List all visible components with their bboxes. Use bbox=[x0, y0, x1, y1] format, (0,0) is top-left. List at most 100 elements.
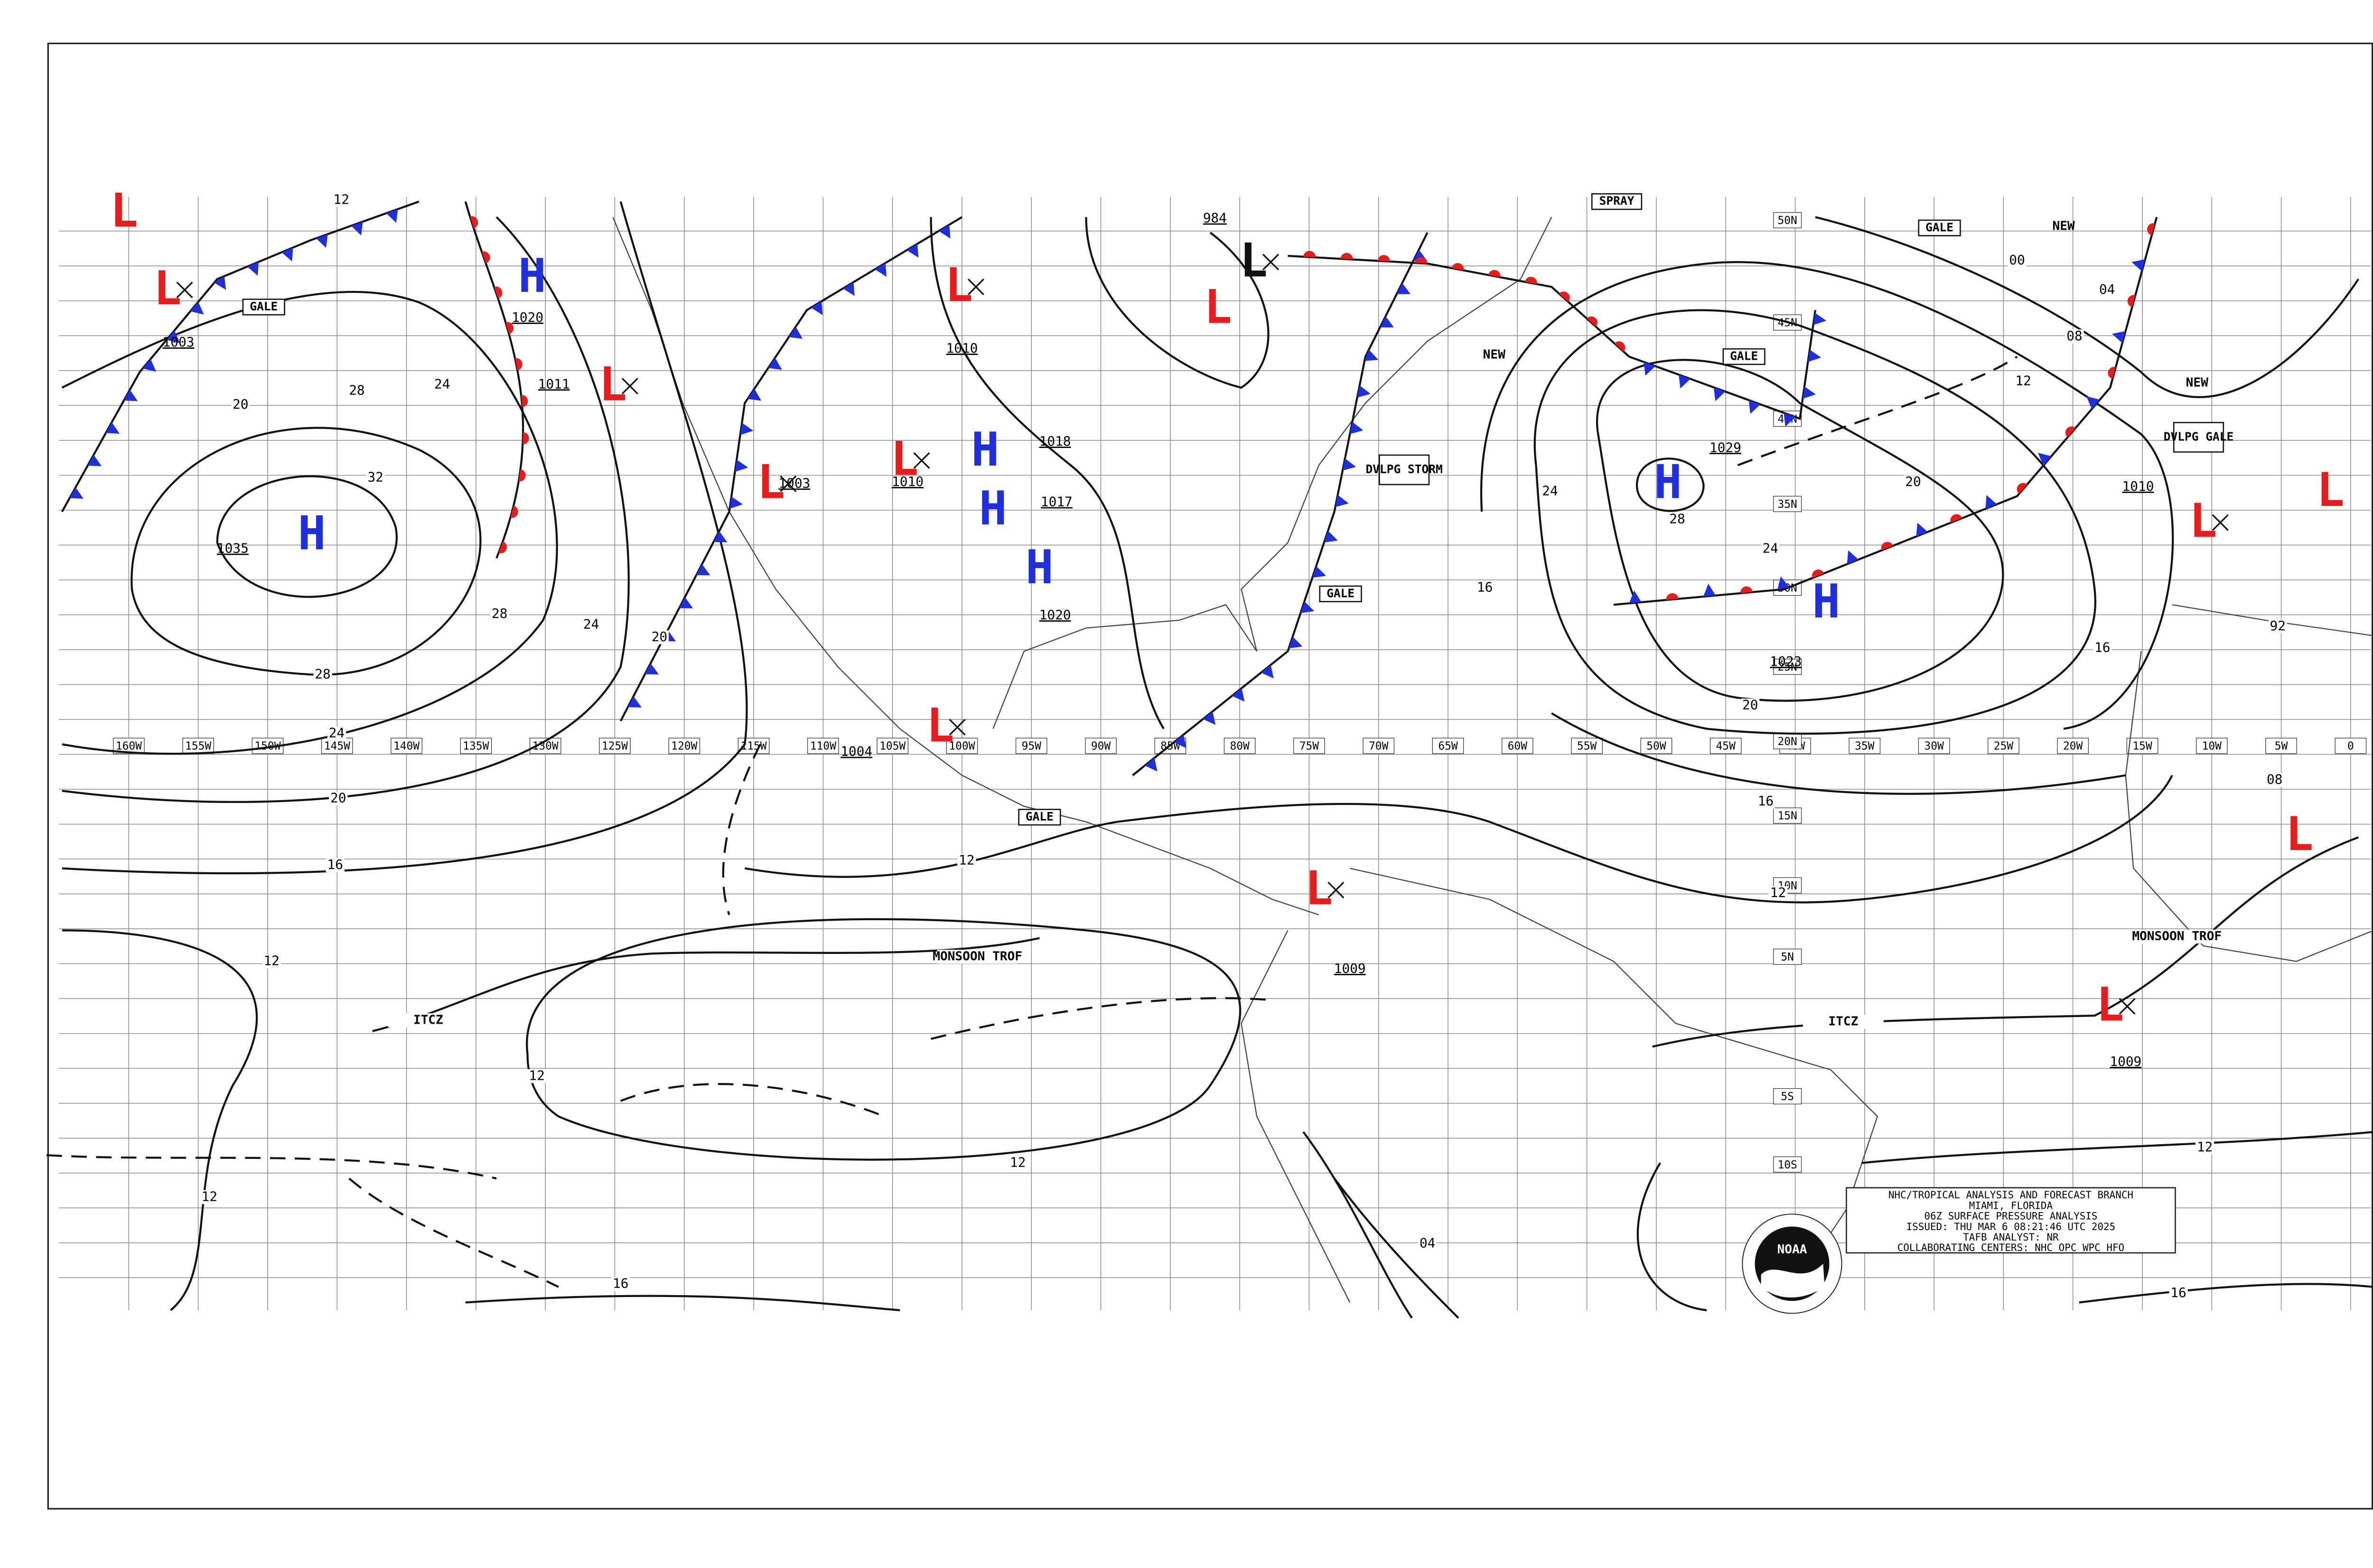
isobar-label: 20 bbox=[1905, 474, 1921, 489]
lon-label: 105W bbox=[879, 740, 906, 753]
labels: 12 20 28 32 28 24 20 16 12 24 28 20 24 16 12 12 12 12 16 20… bbox=[200, 191, 2287, 1300]
cold-front-symbol bbox=[2131, 259, 2145, 271]
isobar-label: 12 bbox=[202, 1188, 217, 1204]
isobar-label: 12 bbox=[1770, 885, 1786, 900]
isobar-label-bg bbox=[1904, 475, 1923, 489]
warm-front-symbol bbox=[1559, 291, 1570, 302]
isobar bbox=[1596, 359, 2004, 702]
isobar-label-bg bbox=[2014, 374, 2033, 389]
cold-front-symbol bbox=[1145, 757, 1158, 772]
warm-front-symbol bbox=[505, 322, 514, 335]
cold-front-symbol bbox=[1803, 386, 1816, 399]
isobar-label: 28 bbox=[1669, 511, 1685, 527]
lon-label: 155W bbox=[185, 740, 211, 753]
cold-front-symbol bbox=[1357, 385, 1371, 398]
lon-label: 60W bbox=[1508, 740, 1528, 753]
cold-front-symbol bbox=[1713, 387, 1726, 401]
lon-label: 20W bbox=[2063, 740, 2083, 753]
cold-front-symbol bbox=[166, 330, 180, 343]
isobar-label: 24 bbox=[1762, 541, 1778, 556]
cold-front-symbol bbox=[842, 282, 855, 296]
plain-label-bg bbox=[2136, 929, 2217, 944]
pressure-value: 1009 bbox=[1334, 961, 1366, 976]
warm-front-symbol bbox=[1524, 277, 1537, 284]
isobar-label: 20 bbox=[652, 629, 667, 644]
boxed-label: GALE bbox=[1327, 586, 1355, 600]
plain-label: ITCZ bbox=[1828, 1015, 1858, 1029]
lon-label-box bbox=[460, 737, 492, 754]
pressure-value: 1010 bbox=[892, 474, 924, 489]
lon-label-box bbox=[1015, 737, 1047, 754]
warm-front-symbol bbox=[2017, 483, 2027, 494]
lat-lon-grid: 160W 155W 150W 145W 140W 135W 130W 125W 120W 115W… bbox=[59, 196, 2371, 1310]
warm-front-symbol bbox=[1377, 255, 1390, 262]
cold-front-symbol bbox=[627, 696, 642, 708]
monsoon-trough bbox=[372, 937, 1040, 1032]
isobar-label-bg bbox=[1418, 1236, 1437, 1251]
isobar-label-bg bbox=[650, 630, 669, 644]
warm-front-symbol bbox=[1812, 569, 1824, 578]
cold-front-symbol bbox=[1342, 458, 1356, 471]
plain-label: NEW bbox=[1483, 348, 1505, 362]
lat-label: 20N bbox=[1777, 736, 1797, 748]
pressure-center-symbol: H bbox=[518, 249, 546, 303]
lon-label: 55W bbox=[1577, 740, 1597, 753]
lon-label: 10W bbox=[2202, 740, 2222, 753]
isobar-label: 28 bbox=[492, 606, 507, 621]
isobar bbox=[1533, 309, 2097, 735]
isobar-label: 92 bbox=[2270, 618, 2286, 634]
lon-label-box bbox=[1085, 737, 1117, 754]
lon-label-box bbox=[1918, 737, 1950, 754]
cold-front-symbol bbox=[645, 663, 659, 675]
isobar bbox=[930, 217, 1165, 729]
pressure-center-symbol: L bbox=[1305, 862, 1333, 916]
isobar-label-bg bbox=[2169, 1286, 2188, 1300]
isobar bbox=[526, 918, 1242, 1161]
isobar-label-bg bbox=[1741, 698, 1760, 713]
lon-label-box bbox=[877, 737, 908, 754]
center-cross bbox=[913, 452, 930, 469]
boxed-label-frame bbox=[1319, 585, 1362, 603]
lon-label-box bbox=[1224, 737, 1256, 754]
pressure-value: 1018 bbox=[1039, 433, 1071, 449]
isobar-label: 24 bbox=[434, 376, 450, 392]
isobar-label-bg bbox=[1756, 794, 1775, 809]
lat-label-box bbox=[1773, 807, 1802, 824]
plain-label: MONSOON TROF bbox=[933, 949, 1022, 963]
center-cross bbox=[2119, 998, 2136, 1015]
cold-front-symbol bbox=[1813, 313, 1827, 326]
lon-label: 25W bbox=[1994, 740, 2014, 753]
boxed-label-frame bbox=[2173, 422, 2224, 453]
lat-label: 15N bbox=[1777, 810, 1797, 822]
isobar bbox=[465, 1295, 900, 1312]
lon-label-box bbox=[1293, 737, 1325, 754]
info-line: NHC/TROPICAL ANALYSIS AND FORECAST BRANC… bbox=[1888, 1189, 2133, 1201]
lon-label: 135W bbox=[463, 740, 489, 753]
cold-front-symbol bbox=[1847, 550, 1859, 564]
isobar-label-bg bbox=[347, 383, 366, 398]
lat-label: 5N bbox=[1781, 951, 1794, 963]
extra-low: L bbox=[2317, 463, 2345, 517]
isobar-label-bg bbox=[1768, 886, 1788, 900]
warm-front-symbol bbox=[1881, 541, 1893, 551]
lat-label-box bbox=[1773, 1088, 1802, 1104]
cold-front bbox=[1628, 310, 1817, 420]
cold-front-symbol bbox=[1335, 495, 1349, 507]
lon-label-box bbox=[1988, 737, 2019, 754]
isobar-label-bg bbox=[2093, 641, 2112, 655]
pressure-center-symbol: H bbox=[971, 423, 999, 477]
lon-label: 65W bbox=[1438, 740, 1458, 753]
warm-front-symbol bbox=[2127, 295, 2136, 308]
warm-front-symbol bbox=[1488, 270, 1501, 278]
cold-front-symbol bbox=[729, 496, 743, 509]
isobar-label-bg bbox=[262, 954, 281, 969]
warm-front-symbol bbox=[1666, 593, 1679, 600]
lon-label-box bbox=[2265, 737, 2297, 754]
center-cross bbox=[1262, 253, 1280, 271]
cold-front-symbol bbox=[2111, 331, 2126, 343]
info-frame bbox=[1846, 1187, 2176, 1254]
plain-label: NEW bbox=[2186, 376, 2208, 390]
lon-label: 50W bbox=[1646, 740, 1666, 753]
isobar-label: 16 bbox=[327, 857, 343, 872]
pressure-center-symbol: H bbox=[298, 506, 326, 560]
